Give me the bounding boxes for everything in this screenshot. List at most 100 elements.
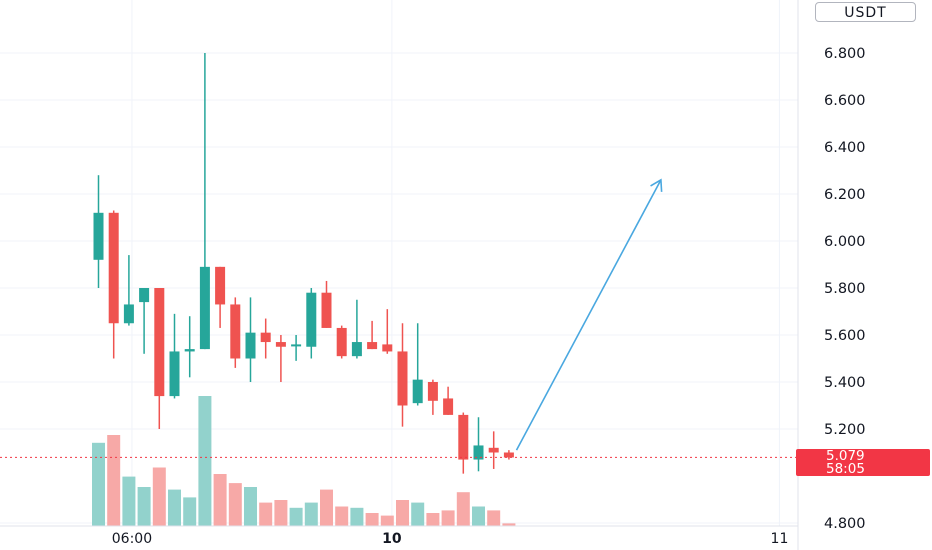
candle (215, 266, 226, 328)
volume-bar (426, 513, 440, 526)
candle (397, 323, 408, 427)
volume-bar (365, 513, 379, 526)
price-tick-label: 5.200 (824, 422, 866, 438)
candle (199, 53, 210, 350)
candle (351, 299, 362, 359)
price-tick-label: 6.200 (824, 187, 866, 203)
candle-body (245, 332, 256, 359)
price-tick-label: 6.600 (824, 93, 866, 109)
candle (230, 297, 241, 368)
candle (260, 318, 271, 359)
candle (291, 335, 302, 361)
candle-body (473, 445, 484, 460)
volume-bars (92, 396, 516, 526)
last-price-value: 5.079 (826, 448, 865, 464)
volume-bar (350, 507, 364, 526)
candle-body (108, 212, 119, 324)
candle (503, 450, 514, 460)
candle (169, 313, 180, 399)
candle (154, 288, 165, 429)
price-tick-label: 5.800 (824, 281, 866, 297)
volume-bar (380, 515, 394, 526)
candle-body (260, 332, 271, 343)
volume-bar (259, 502, 273, 526)
price-axis: 6.800 6.600 6.400 6.200 6.000 5.800 5.600 5.400… (824, 46, 866, 532)
candle-body (351, 342, 362, 357)
candle-body (154, 288, 165, 397)
volume-bar (122, 476, 136, 526)
candle (93, 175, 104, 288)
price-tick-label: 6.800 (824, 46, 866, 62)
candle (443, 386, 454, 415)
candle (367, 320, 378, 350)
candle-body (367, 342, 378, 350)
candle-body (139, 288, 150, 303)
volume-bar (411, 502, 425, 526)
candle-body (199, 266, 210, 350)
volume-bar (320, 489, 333, 526)
candle-body (427, 382, 438, 401)
volume-bar (152, 467, 166, 526)
volume-bar (304, 502, 318, 526)
candle (275, 335, 286, 382)
candle-body (123, 304, 134, 324)
candle (427, 379, 438, 415)
candle-body (306, 292, 317, 347)
candle-body (215, 266, 226, 305)
price-tick-label: 5.400 (824, 375, 866, 391)
bar-countdown: 58:05 (826, 460, 865, 477)
currency-selector[interactable]: USDT (815, 2, 916, 22)
volume-bar (183, 497, 197, 526)
volume-bar (274, 500, 288, 526)
candle-body (397, 351, 408, 406)
price-tick-label: 6.000 (824, 234, 866, 250)
volume-bar (244, 487, 257, 526)
price-tick-label: 5.600 (824, 328, 866, 344)
candle-body (184, 349, 195, 352)
time-tick-label: 10 (382, 531, 402, 547)
candle-body (412, 379, 423, 404)
candle (488, 431, 499, 469)
volume-bar (487, 510, 501, 526)
candle-body (93, 212, 104, 260)
price-tick-label: 6.400 (824, 140, 866, 156)
volume-bar (396, 500, 409, 526)
candle-body (291, 344, 302, 347)
candle (458, 412, 469, 474)
volume-bar (335, 506, 349, 526)
candle-body (458, 414, 469, 460)
price-candles (93, 53, 514, 474)
arrow-shaft (515, 179, 662, 451)
candle (184, 316, 195, 378)
price-tick-label: 4.800 (824, 516, 866, 532)
volume-bar (213, 474, 227, 526)
candle-body (230, 304, 241, 359)
volume-bar (472, 506, 485, 526)
time-axis: 06:00 10 11 (112, 531, 789, 547)
candle-body (488, 447, 499, 453)
volume-bar (456, 492, 470, 526)
projection-arrow (515, 178, 663, 451)
candle (336, 325, 347, 359)
candle-body (382, 344, 393, 352)
candle (382, 309, 393, 354)
candle-body (169, 351, 180, 397)
volume-bar (289, 507, 303, 526)
candle (108, 210, 119, 359)
volume-bar (137, 487, 151, 526)
volume-bar (441, 510, 455, 526)
arrow-head (650, 178, 663, 192)
time-tick-label: 06:00 (112, 531, 152, 547)
candle (245, 297, 256, 382)
volume-bar (107, 435, 121, 526)
candle (473, 417, 484, 472)
volume-bar (168, 489, 181, 526)
volume-bar (92, 442, 105, 526)
candle (412, 323, 423, 406)
candle-body (321, 292, 332, 328)
candle (139, 288, 150, 354)
chart-grid (0, 0, 798, 526)
volume-bar (502, 523, 516, 526)
candle-body (503, 452, 514, 458)
